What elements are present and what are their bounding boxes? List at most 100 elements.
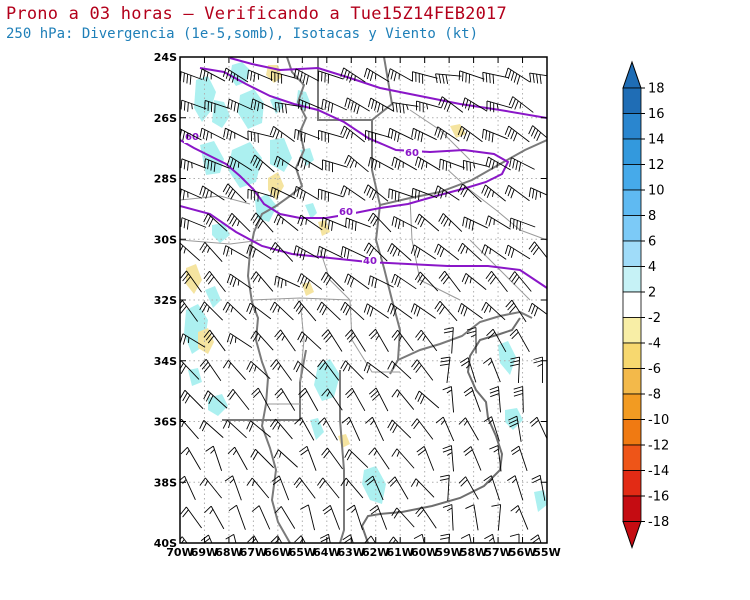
wind-barb [340, 477, 364, 499]
wind-barb [461, 97, 488, 112]
colorbar-swatch [622, 393, 642, 420]
lon-label: 67W [240, 546, 267, 559]
wind-barb [528, 302, 547, 317]
lat-label: 32S [154, 294, 177, 307]
wind-barb [226, 156, 253, 171]
wind-barb [367, 212, 392, 233]
wind-barb [250, 271, 274, 292]
wind-barb [504, 67, 531, 85]
wind-barb [294, 128, 320, 143]
lon-label: 62W [362, 546, 389, 559]
colorbar-swatch [622, 317, 642, 344]
wind-barb [439, 158, 465, 171]
wind-barb [482, 71, 509, 84]
colorbar-label: 10 [648, 184, 665, 199]
wind-barb [482, 357, 501, 383]
wind-barb [271, 475, 290, 501]
wind-barb [199, 242, 223, 262]
colorbar-label: -8 [648, 388, 661, 403]
lat-label: 40S [154, 537, 177, 550]
wind-barb [438, 213, 463, 232]
wind-barb [293, 68, 320, 85]
lat-label: 26S [154, 112, 177, 125]
wind-barb [340, 360, 364, 380]
wind-barb [270, 186, 296, 200]
wind-barb [509, 157, 535, 172]
colorbar-swatch [622, 419, 642, 446]
wind-barb [319, 533, 331, 543]
wind-barb [227, 446, 248, 471]
wind-barb [463, 446, 482, 471]
isotach-label: 60 [405, 148, 419, 159]
wind-barb [411, 359, 434, 381]
wind-barb [507, 475, 524, 501]
lon-label: 56W [509, 546, 536, 559]
colorbar-label: 2 [648, 286, 656, 301]
wind-barb [461, 273, 487, 290]
wind-barb [297, 156, 323, 171]
wind-barb [460, 357, 477, 383]
wind-barb [387, 303, 413, 319]
wind-barb [413, 533, 425, 543]
wind-barb [391, 329, 414, 352]
wind-barb [439, 474, 450, 502]
wind-barb [483, 475, 501, 501]
wind-barb [462, 216, 488, 231]
wind-barb [392, 102, 419, 114]
wind-barb [203, 390, 228, 409]
wind-barb [205, 445, 223, 471]
lon-label: 64W [313, 546, 340, 559]
wind-barb [270, 359, 293, 381]
wind-barb [250, 212, 274, 233]
longitude-labels: 70W69W68W67W66W65W64W63W62W61W60W59W58W5… [166, 546, 560, 559]
wind-barb [443, 327, 454, 354]
wind-barb [365, 416, 384, 441]
wind-barb [250, 330, 274, 351]
wind-barb [223, 127, 249, 141]
wind-barb [414, 213, 440, 232]
wind-barb [491, 504, 502, 531]
wind-barb [416, 446, 435, 471]
colorbar-swatch [622, 368, 642, 395]
wind-barb [367, 97, 394, 113]
wind-barb [322, 504, 341, 530]
wind-barb [203, 213, 228, 232]
wind-barb [531, 474, 546, 501]
wind-barb [300, 504, 315, 531]
wind-barb [317, 70, 344, 84]
wind-barb [317, 188, 344, 202]
wind-barb [414, 390, 440, 409]
colorbar-swatch [622, 342, 642, 369]
wind-barb [391, 273, 417, 290]
wind-barb [342, 534, 354, 543]
wind-barb [528, 187, 547, 200]
wind-barb [344, 154, 369, 173]
wind-barb [509, 533, 520, 543]
colorbar-label: 12 [648, 158, 665, 173]
wind-barb [318, 130, 344, 143]
wind-barb [508, 96, 534, 113]
wind-barb [509, 328, 530, 353]
wind-barb [227, 98, 254, 113]
colorbar-swatch [622, 495, 642, 522]
wind-barb [222, 67, 249, 83]
wind-barb [293, 477, 316, 499]
wind-barb [247, 535, 259, 543]
wind-barb [481, 301, 506, 321]
wind-barb [222, 419, 247, 439]
isotach-label: 60 [339, 207, 353, 218]
wind-barb [368, 156, 394, 171]
wind-barb [271, 71, 297, 84]
wind-barb [457, 242, 482, 262]
wind-barb [294, 417, 315, 441]
wind-barb [387, 243, 412, 261]
colorbar-label: -14 [648, 464, 669, 479]
colorbar-top-arrow [622, 60, 642, 89]
wind-barb [321, 447, 343, 470]
colorbar-swatch [622, 266, 642, 293]
wind-barb [388, 536, 399, 543]
wind-barb [298, 387, 319, 412]
country-borders [222, 57, 547, 543]
wind-barb [222, 245, 249, 259]
wind-barb [529, 72, 547, 84]
